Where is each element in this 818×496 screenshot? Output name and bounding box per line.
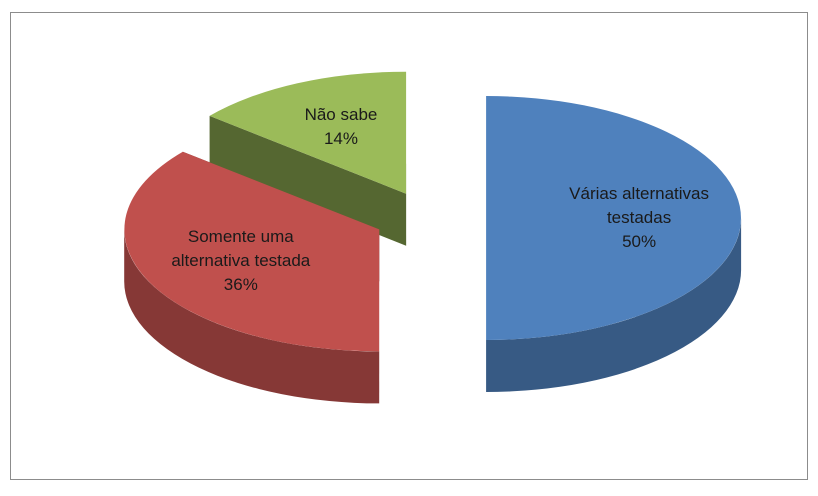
slice-side	[124, 229, 380, 404]
value-label: 14%	[323, 129, 358, 149]
value-label: 36%	[223, 274, 258, 294]
data-label: Não sabe 14%	[271, 103, 411, 151]
value-label: 50%	[622, 232, 657, 251]
slice-side	[209, 115, 407, 246]
data-label: Várias alternativas testadas 50%	[569, 182, 709, 254]
slice	[486, 96, 741, 340]
category-label: Somente uma alternativa testada	[171, 226, 311, 270]
data-label: Somente uma alternativa testada 36%	[171, 225, 311, 297]
category-label: Várias alternativas testadas	[569, 184, 710, 227]
slice	[209, 71, 407, 194]
category-label: Não sabe	[304, 105, 378, 125]
slice	[124, 151, 380, 352]
slice-side	[486, 218, 742, 392]
